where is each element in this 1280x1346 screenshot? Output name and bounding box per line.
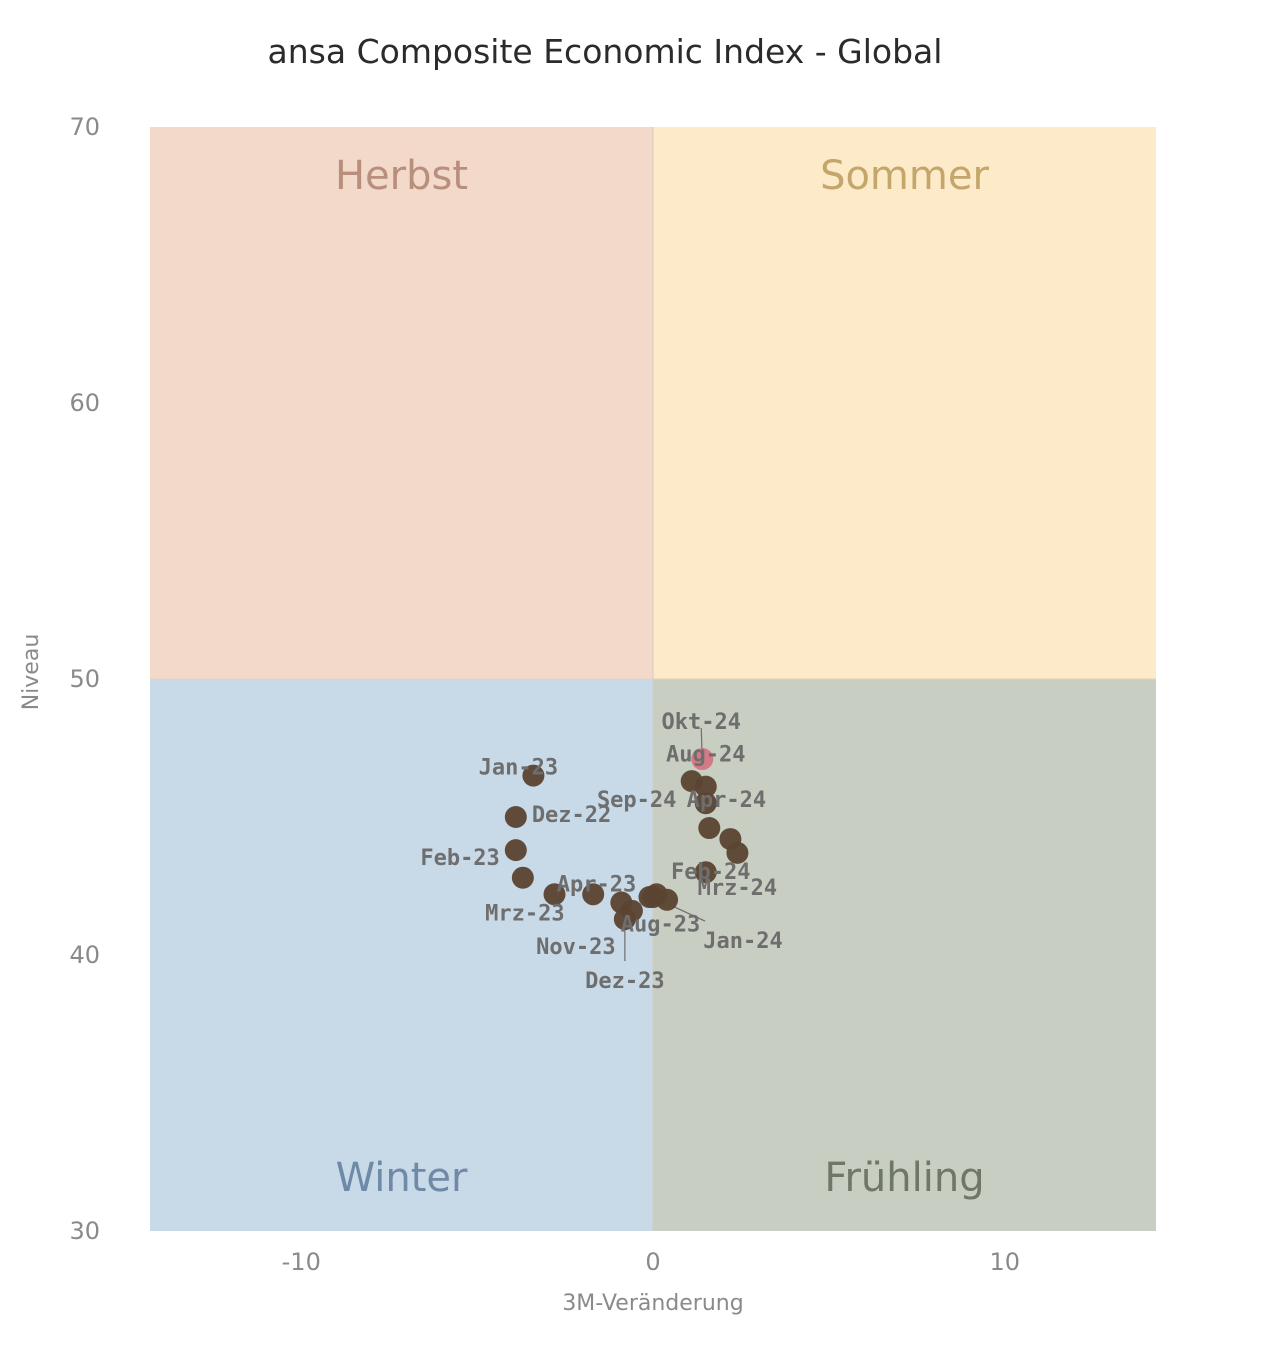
quadrant-backgrounds	[150, 127, 1156, 1231]
chart-title: ansa Composite Economic Index - Global	[267, 32, 943, 71]
quadrant-winter	[150, 679, 653, 1231]
data-point	[543, 883, 566, 906]
quadrant-labels: Herbst Sommer Winter Frühling	[335, 153, 989, 1201]
quadrant-label-winter: Winter	[336, 1155, 468, 1201]
data-point	[642, 886, 664, 909]
y-axis-ticks: 30 40 50 60 70	[69, 113, 100, 1245]
y-tick-label: 50	[69, 665, 100, 693]
data-point	[504, 839, 527, 862]
data-point	[613, 908, 636, 931]
data-point	[694, 792, 717, 815]
y-axis-title: Niveau	[19, 634, 44, 711]
y-tick-label: 30	[69, 1217, 100, 1245]
data-label: Mrz-23	[485, 902, 564, 927]
data-label: Sep-24	[597, 788, 676, 813]
data-label: Jan-23	[479, 756, 558, 781]
data-label: Nov-23	[536, 935, 615, 960]
x-axis-ticks: -10 0 10	[282, 1248, 1020, 1276]
y-tick-label: 70	[69, 113, 100, 141]
data-label: Okt-24	[662, 710, 741, 735]
data-point	[698, 817, 721, 840]
x-axis-title: 3M-Veränderung	[562, 1291, 743, 1316]
data-point	[511, 866, 534, 889]
data-label: Dez-23	[585, 969, 664, 994]
x-tick-label: 10	[989, 1248, 1020, 1276]
data-label: Feb-23	[420, 846, 499, 871]
data-point	[504, 806, 527, 828]
data-label: Dez-22	[532, 803, 611, 828]
y-tick-label: 60	[69, 389, 100, 417]
data-label: Jan-24	[703, 929, 782, 954]
data-label: Mrz-24	[698, 876, 777, 901]
quadrant-label-herbst: Herbst	[335, 153, 468, 199]
data-labels: Dez-22 Jan-23 Feb-23 Mrz-23 Apr-23 Aug-23Nov-…	[420, 710, 782, 994]
data-point	[719, 828, 742, 851]
quadrant-herbst	[150, 127, 653, 679]
data-point-highlighted	[691, 748, 714, 771]
y-tick-label: 40	[69, 941, 100, 969]
quadrant-frhling	[653, 679, 1156, 1231]
data-point	[680, 770, 703, 793]
data-label: Apr-24	[687, 788, 766, 813]
data-point	[694, 861, 717, 884]
data-label: Apr-23	[557, 872, 636, 897]
data-point	[522, 764, 545, 787]
data-label: Feb-24	[671, 860, 750, 885]
quadrant-label-sommer: Sommer	[820, 153, 989, 199]
data-point	[582, 883, 605, 906]
data-points	[504, 748, 749, 931]
data-label: Aug-24	[666, 743, 745, 768]
x-tick-label: -10	[282, 1248, 321, 1276]
data-label: Aug-23	[621, 912, 700, 937]
quadrant-sommer	[653, 127, 1156, 679]
quadrant-label-frhling: Frühling	[824, 1155, 984, 1201]
x-tick-label: 0	[645, 1248, 660, 1276]
